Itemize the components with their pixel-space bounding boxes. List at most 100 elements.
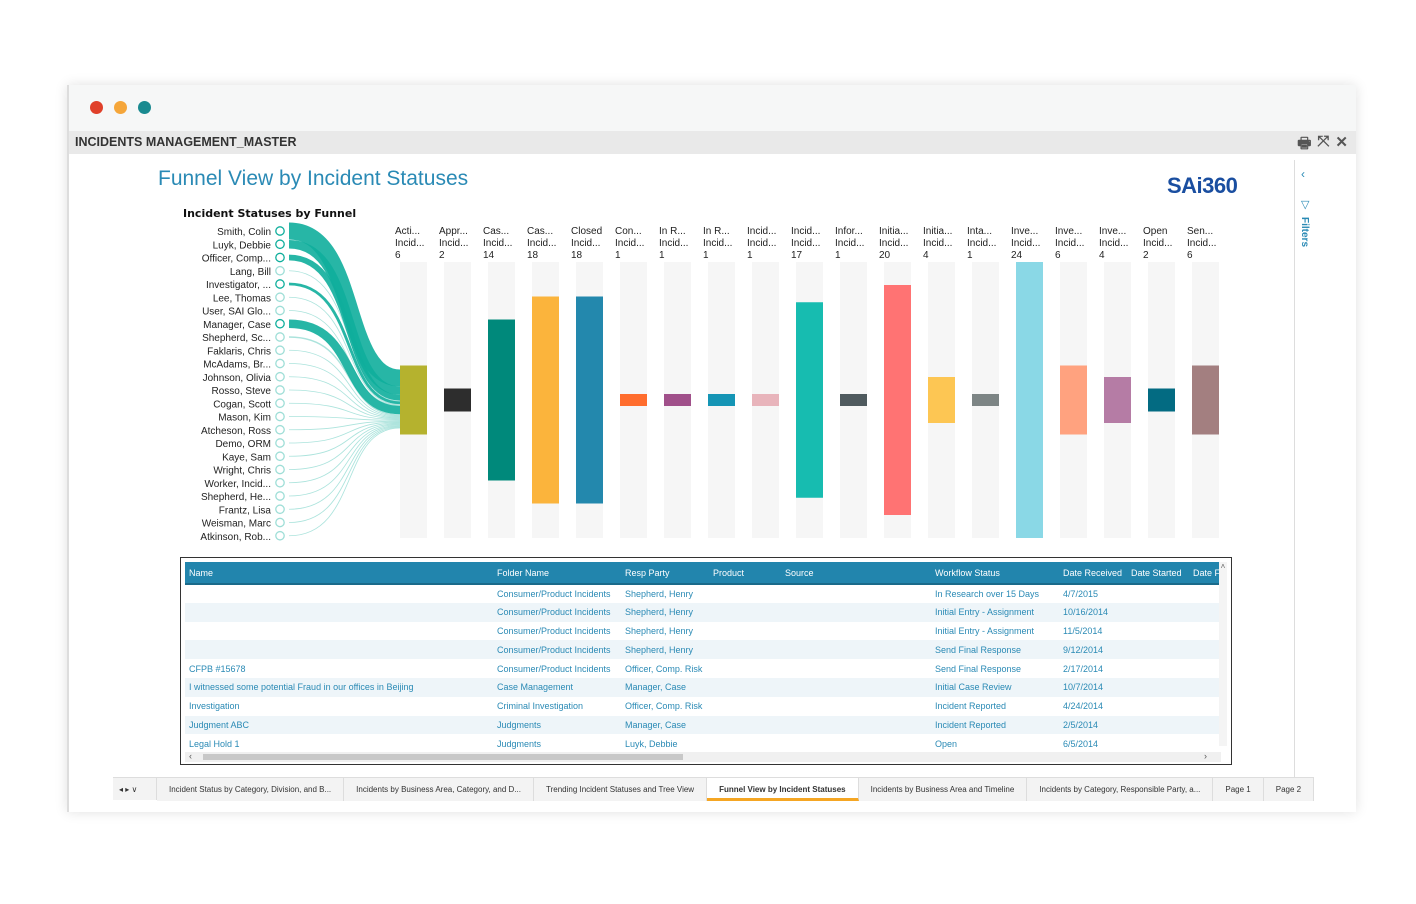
person-label: Worker, Incid... — [204, 479, 271, 490]
funnel-flow — [288, 240, 401, 395]
table-cell — [1189, 677, 1221, 697]
tab-scroll-arrows[interactable]: ◂ ▸ ∨ — [113, 778, 157, 800]
status-sublabel: Incid... — [1011, 238, 1040, 249]
table-cell — [1127, 622, 1189, 641]
status-bar — [928, 377, 955, 423]
table-cell: Shepherd, Henry — [625, 588, 694, 599]
close-dot[interactable] — [90, 101, 103, 114]
column-header[interactable]: Date Started — [1127, 562, 1189, 585]
status-label: Initia... — [879, 226, 908, 237]
table-cell: CFPB #15678 — [189, 663, 246, 674]
status-label: Appr... — [439, 226, 468, 237]
table-cell: I witnessed some potential Fraud in our … — [185, 677, 493, 697]
table-row[interactable]: Consumer/Product Incidents Shepherd, Henr… — [185, 584, 1221, 603]
print-icon[interactable]: 🖶 — [1297, 135, 1312, 152]
table-cell — [781, 697, 931, 716]
column-header[interactable]: Source — [781, 562, 931, 585]
table-cell: Investigation — [189, 701, 240, 712]
table-row[interactable]: Consumer/Product Incidents Shepherd, Henr… — [185, 602, 1221, 622]
collapse-icon[interactable]: ⤧ — [1317, 133, 1330, 150]
table-row[interactable]: CFPB #15678 Consumer/Product Incidents Off… — [185, 659, 1221, 678]
horizontal-scrollbar[interactable]: ‹ › — [185, 751, 1221, 762]
table-cell: Initial Case Review — [931, 677, 1059, 697]
table-row[interactable]: Consumer/Product Incidents Shepherd, Henr… — [185, 640, 1221, 660]
page-tab[interactable]: Incidents by Business Area and Timeline — [858, 778, 1028, 801]
person-node — [275, 292, 285, 303]
person-node — [275, 279, 285, 289]
person-label: Lee, Thomas — [213, 293, 271, 304]
table-row[interactable]: Legal Hold 1 Judgments Luyk, Debbie Open 6/5… — [185, 734, 1221, 753]
status-label: In R... — [703, 226, 730, 237]
person-node — [275, 477, 285, 488]
person-label: Mason, Kim — [218, 413, 271, 424]
column-header[interactable]: Date Received — [1059, 562, 1127, 585]
table-cell: 4/24/2014 — [1063, 701, 1104, 712]
page-tab[interactable]: Page 1 — [1213, 778, 1264, 801]
table-cell — [185, 602, 493, 622]
table-cell — [1189, 622, 1221, 641]
column-header[interactable]: Workflow Status — [931, 562, 1059, 585]
person-label: Cogan, Scott — [213, 399, 271, 410]
status-label: Incid... — [791, 226, 820, 237]
status-count: 18 — [527, 250, 539, 261]
person-label: McAdams, Br... — [203, 360, 271, 371]
funnel-flow — [288, 319, 401, 415]
status-sublabel: Incid... — [923, 238, 952, 249]
page-tab[interactable]: Funnel View by Incident Statuses — [707, 778, 859, 801]
column-header[interactable]: Resp Party — [621, 562, 709, 585]
filter-icon[interactable]: ▽ — [1301, 199, 1310, 211]
person-label: User, SAI Glo... — [202, 307, 271, 318]
maximize-dot[interactable] — [138, 101, 151, 114]
table-cell: 2/5/2014 — [1059, 715, 1127, 735]
table-cell — [1127, 715, 1189, 735]
table-cell: 6/5/2014 — [1063, 738, 1099, 749]
page-tab[interactable]: Incidents by Business Area, Category, an… — [344, 778, 534, 801]
table-cell: 4/7/2015 — [1063, 588, 1099, 599]
vertical-scrollbar[interactable]: ˄ — [1219, 562, 1227, 746]
person-node — [275, 265, 285, 276]
column-header[interactable]: Folder Name — [493, 562, 621, 585]
table-cell: Initial Entry - Assignment — [931, 602, 1059, 622]
page-tab[interactable]: Trending Incident Statuses and Tree View — [533, 778, 708, 801]
person-label: Officer, Comp... — [202, 254, 271, 265]
filters-toggle[interactable]: Filters — [1299, 217, 1310, 248]
minimize-dot[interactable] — [114, 101, 127, 114]
status-sublabel: Incid... — [1099, 238, 1128, 249]
person-label: Kaye, Sam — [222, 452, 271, 463]
incidents-table: Name Folder Name Resp Party Product Source Wo… — [180, 557, 1232, 765]
column-header[interactable]: Name — [185, 562, 493, 585]
status-bar — [796, 302, 823, 498]
window-title: INCIDENTS MANAGEMENT_MASTER — [75, 135, 297, 149]
table-row[interactable]: Judgment ABC Judgments Manager, Case Incide… — [185, 715, 1221, 735]
status-count: 1 — [967, 250, 973, 261]
funnel-flow — [288, 426, 401, 523]
status-sublabel: Incid... — [967, 238, 996, 249]
person-node — [275, 530, 285, 541]
status-bar — [1104, 377, 1131, 423]
table-cell — [1189, 640, 1221, 660]
status-count: 4 — [923, 250, 929, 261]
table-cell — [709, 602, 781, 622]
status-label: Acti... — [395, 226, 420, 237]
table-cell: Manager, Case — [621, 677, 709, 697]
page-tab[interactable]: Incident Status by Category, Division, a… — [157, 778, 345, 801]
column-header[interactable]: Product — [709, 562, 781, 585]
chevron-left-icon[interactable]: ‹ — [1301, 167, 1305, 181]
person-node — [275, 332, 285, 342]
column-header[interactable]: Date F — [1189, 562, 1221, 585]
funnel-flow — [288, 402, 401, 420]
person-node — [275, 451, 285, 462]
funnel-flow — [288, 376, 401, 419]
table-cell — [781, 622, 931, 641]
status-bar — [840, 394, 867, 406]
status-label: Closed — [571, 226, 602, 237]
page-tab[interactable]: Page 2 — [1263, 778, 1315, 801]
page-tab[interactable]: Incidents by Category, Responsible Party… — [1027, 778, 1214, 801]
close-icon[interactable]: ✕ — [1335, 134, 1348, 151]
funnel-flow — [288, 282, 401, 405]
table-row[interactable]: Investigation Criminal Investigation Offic… — [185, 697, 1221, 716]
table-row[interactable]: Consumer/Product Incidents Shepherd, Henr… — [185, 622, 1221, 641]
person-label: Faklaris, Chris — [207, 346, 271, 357]
table-row[interactable]: I witnessed some potential Fraud in our … — [185, 677, 1221, 697]
status-sublabel: Incid... — [835, 238, 864, 249]
